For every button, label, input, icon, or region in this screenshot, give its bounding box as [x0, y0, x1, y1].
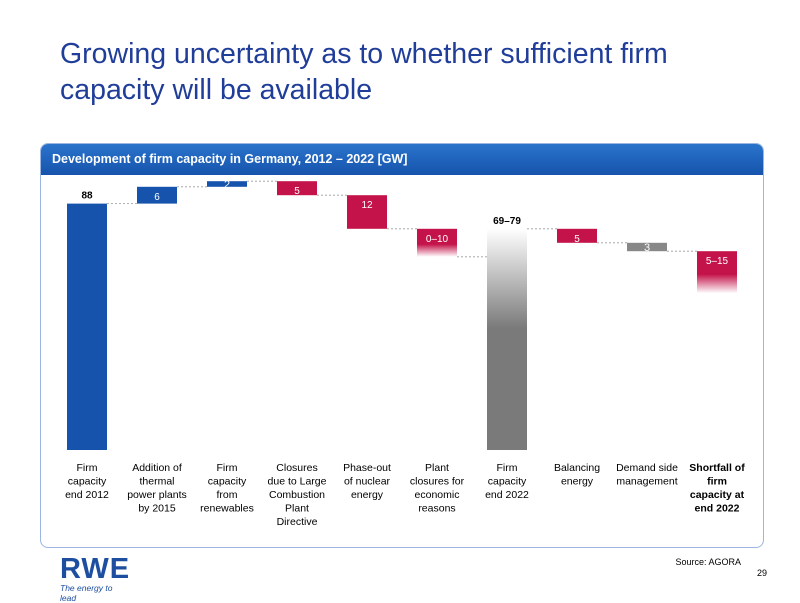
value-label-2: 2 — [224, 179, 230, 191]
bar-5 — [417, 228, 457, 257]
category-label-1-3: by 2015 — [138, 503, 176, 515]
rwe-logo: RWE The energy to lead — [60, 553, 131, 603]
bar-8 — [627, 242, 667, 252]
category-label-4-0: Phase-out — [343, 462, 391, 474]
category-label-2-1: capacity — [208, 476, 247, 488]
category-label-3-3: Plant — [285, 503, 309, 515]
category-label-5-2: economic — [415, 489, 460, 501]
category-label-0-0: Firm — [77, 462, 98, 474]
value-label-3: 5 — [294, 186, 300, 197]
value-label-5: 0–10 — [426, 234, 449, 245]
category-label-1-1: thermal — [139, 476, 174, 488]
bar-4 — [347, 195, 387, 229]
category-label-9-3: end 2022 — [695, 503, 740, 515]
bar-1 — [137, 186, 177, 204]
slide-title: Growing uncertainty as to whether suffic… — [60, 38, 668, 106]
category-label-8-1: management — [616, 476, 677, 488]
category-label-0-2: end 2012 — [65, 489, 109, 501]
logo-word: RWE — [60, 553, 131, 585]
category-label-6-1: capacity — [488, 476, 527, 488]
category-label-1-2: power plants — [127, 489, 187, 501]
value-label-4: 12 — [361, 200, 373, 211]
category-label-3-2: Combustion — [269, 489, 325, 501]
category-label-2-0: Firm — [217, 462, 238, 474]
page-number: 29 — [756, 568, 767, 578]
category-label-0-1: capacity — [68, 476, 107, 488]
value-label-1: 6 — [154, 192, 160, 203]
category-label-7-0: Balancing — [554, 462, 600, 474]
value-label-6: 69–79 — [493, 216, 521, 227]
category-label-9-0: Shortfall of — [689, 462, 745, 474]
bar-3 — [277, 181, 317, 196]
category-label-9-2: capacity at — [690, 489, 745, 501]
bar-7 — [557, 228, 597, 243]
category-label-3-0: Closures — [276, 462, 317, 474]
value-label-7: 5 — [574, 234, 580, 245]
category-label-9-1: firm — [707, 476, 727, 488]
category-label-3-4: Directive — [277, 516, 318, 528]
category-label-5-3: reasons — [418, 503, 455, 515]
chart-panel: Development of firm capacity in Germany,… — [40, 143, 764, 548]
value-label-8: 3 — [644, 242, 650, 254]
category-label-1-0: Addition of — [132, 462, 182, 474]
category-label-2-3: renewables — [200, 503, 254, 515]
panel-title: Development of firm capacity in Germany,… — [41, 144, 763, 175]
value-label-0: 88 — [81, 191, 93, 202]
logo-tagline: The energy to lead — [60, 583, 113, 603]
category-label-5-1: closures for — [410, 476, 465, 488]
value-label-9: 5–15 — [706, 256, 729, 267]
source-note: Source: AGORA — [675, 557, 741, 567]
category-label-6-0: Firm — [497, 462, 518, 474]
bar-6 — [487, 228, 527, 450]
category-label-3-1: due to Large — [268, 476, 327, 488]
bar-0 — [67, 203, 107, 450]
category-label-2-2: from — [217, 489, 238, 501]
category-label-8-0: Demand side — [616, 462, 678, 474]
category-label-4-1: of nuclear — [344, 476, 391, 488]
category-label-7-1: energy — [561, 476, 594, 488]
category-label-6-2: end 2022 — [485, 489, 529, 501]
category-label-4-2: energy — [351, 489, 384, 501]
bar-2 — [207, 181, 247, 187]
category-label-5-0: Plant — [425, 462, 449, 474]
bar-9 — [697, 251, 737, 294]
